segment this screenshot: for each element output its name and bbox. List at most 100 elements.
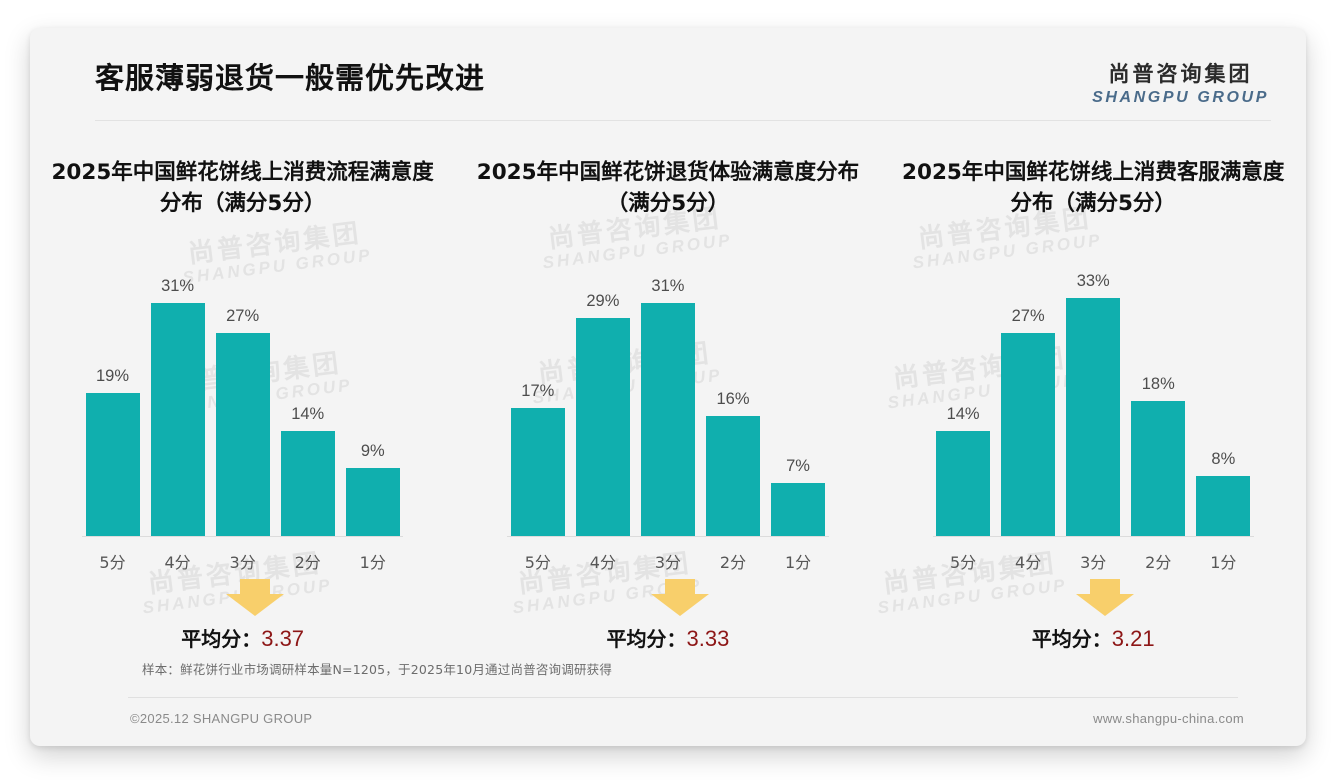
axis-baseline [507, 536, 829, 537]
average-score-value: 3.33 [686, 626, 730, 651]
bar [1131, 401, 1186, 536]
bar-group: 9% [342, 272, 403, 536]
down-arrow-icon [650, 579, 709, 616]
bar-group: 33% [1063, 272, 1124, 536]
bar-value-label: 31% [161, 277, 195, 295]
bar-value-label: 7% [786, 457, 810, 475]
bars-container: 19% 31% 27% 14% [82, 272, 403, 536]
average-score-row: 平均分：3.37 [30, 579, 455, 689]
logo-chinese-text: 尚普咨询集团 [1108, 62, 1253, 86]
bar-group: 7% [768, 272, 829, 536]
bars-container: 14% 27% 33% 18% [933, 272, 1254, 536]
x-tick-label: 2分 [1145, 553, 1172, 572]
website-url[interactable]: www.shangpu-china.com [1093, 711, 1244, 726]
x-tick-label: 1分 [1210, 553, 1237, 572]
bar-group: 31% [637, 272, 698, 536]
page-title: 客服薄弱退货一般需优先改进 [95, 61, 486, 95]
average-score: 平均分：3.37 [30, 623, 455, 652]
x-tick-label: 2分 [719, 553, 747, 572]
x-tick-label: 5分 [99, 553, 126, 572]
bar-chart: 14% 27% 33% 18% [932, 272, 1254, 572]
bar [85, 393, 140, 536]
sample-footnote: 样本：鲜花饼行业市场调研样本量N=1205，于2025年10月通过尚普咨询调研获… [142, 662, 613, 677]
bar [1001, 333, 1056, 536]
x-tick-label: 4分 [1015, 553, 1042, 572]
x-tick-label: 3分 [1080, 553, 1107, 572]
slide-header: 客服薄弱退货一般需优先改进 尚普咨询集团 SHANGPU GROUP [30, 28, 1306, 121]
chart-panel-process: 2025年中国鲜花饼线上消费流程满意度分布（满分5分） 19% 31% 27% [30, 158, 455, 689]
bar-group: 18% [1128, 272, 1189, 536]
bar [1066, 298, 1121, 536]
axis-baseline [932, 536, 1254, 537]
x-tick-label: 4分 [589, 553, 616, 572]
x-tick-label: 1分 [784, 553, 812, 572]
bar [150, 303, 205, 536]
average-score-label: 平均分： [606, 627, 687, 651]
average-score: 平均分：3.33 [455, 623, 880, 652]
x-tick-label: 4分 [164, 553, 191, 572]
down-arrow-icon [225, 579, 284, 616]
company-logo: 尚普咨询集团 SHANGPU GROUP [1092, 58, 1269, 107]
bar-chart: 17% 29% 31% 16% [507, 272, 829, 572]
average-score-label: 平均分： [1031, 627, 1112, 651]
average-score-row: 平均分：3.21 [881, 579, 1306, 689]
chart-title: 2025年中国鲜花饼退货体验满意度分布（满分5分） [476, 160, 860, 216]
x-axis-labels: 5分 4分 3分 2分 1分 [933, 537, 1254, 577]
bar [705, 416, 760, 536]
bar-value-label: 27% [1011, 307, 1045, 325]
down-arrow-icon [1076, 579, 1135, 616]
average-score-label: 平均分： [181, 627, 262, 651]
x-tick-label: 5分 [524, 553, 551, 572]
footer-divider [128, 697, 1238, 698]
bar-group: 17% [507, 272, 568, 536]
bar-group: 27% [998, 272, 1059, 536]
bar [345, 468, 400, 536]
bar [280, 431, 335, 536]
bar-group: 19% [82, 272, 143, 536]
bar-value-label: 14% [291, 405, 325, 423]
bar-group: 29% [572, 272, 633, 536]
bar-value-label: 29% [586, 292, 620, 310]
chart-panel-return: 2025年中国鲜花饼退货体验满意度分布（满分5分） 17% 29% 31% [455, 158, 880, 689]
bar-value-label: 16% [716, 390, 750, 408]
bar-group: 14% [277, 272, 338, 536]
average-score-value: 3.37 [261, 626, 305, 651]
x-tick-label: 3分 [654, 553, 682, 572]
bar [936, 431, 991, 536]
bar-group: 27% [212, 272, 273, 536]
x-tick-label: 3分 [229, 553, 256, 572]
x-tick-label: 5分 [949, 553, 977, 572]
header-divider [95, 120, 1271, 121]
bar [510, 408, 565, 536]
axis-baseline [82, 536, 404, 537]
bar-group: 8% [1193, 272, 1254, 536]
x-axis-labels: 5分 4分 3分 2分 1分 [82, 537, 403, 577]
average-score-value: 3.21 [1111, 626, 1155, 651]
average-score: 平均分：3.21 [881, 623, 1306, 652]
charts-row: 2025年中国鲜花饼线上消费流程满意度分布（满分5分） 19% 31% 27% [30, 158, 1306, 689]
bar-value-label: 18% [1141, 375, 1175, 393]
bars-container: 17% 29% 31% 16% [507, 272, 828, 536]
bar [575, 318, 630, 536]
bar-value-label: 17% [521, 382, 555, 400]
bar-value-label: 33% [1076, 272, 1110, 290]
bar-value-label: 19% [96, 367, 130, 385]
bar [215, 333, 270, 536]
bar-group: 16% [702, 272, 763, 536]
x-tick-label: 2分 [294, 553, 321, 572]
average-score-row: 平均分：3.33 [455, 579, 880, 689]
bar-group: 31% [147, 272, 208, 536]
bar [771, 483, 826, 536]
logo-english-text: SHANGPU GROUP [1092, 89, 1269, 106]
x-axis-labels: 5分 4分 3分 2分 1分 [507, 537, 828, 577]
bar-value-label: 27% [226, 307, 260, 325]
copyright-text: ©2025.12 SHANGPU GROUP [130, 711, 313, 726]
bar-value-label: 8% [1211, 450, 1236, 468]
bar [1196, 476, 1251, 536]
bar-value-label: 9% [360, 442, 385, 460]
x-tick-label: 1分 [359, 553, 386, 572]
chart-title: 2025年中国鲜花饼线上消费流程满意度分布（满分5分） [51, 160, 434, 216]
bar-value-label: 14% [946, 405, 980, 423]
chart-panel-customer-service: 2025年中国鲜花饼线上消费客服满意度分布（满分5分） 14% 27% 33% [881, 158, 1306, 689]
